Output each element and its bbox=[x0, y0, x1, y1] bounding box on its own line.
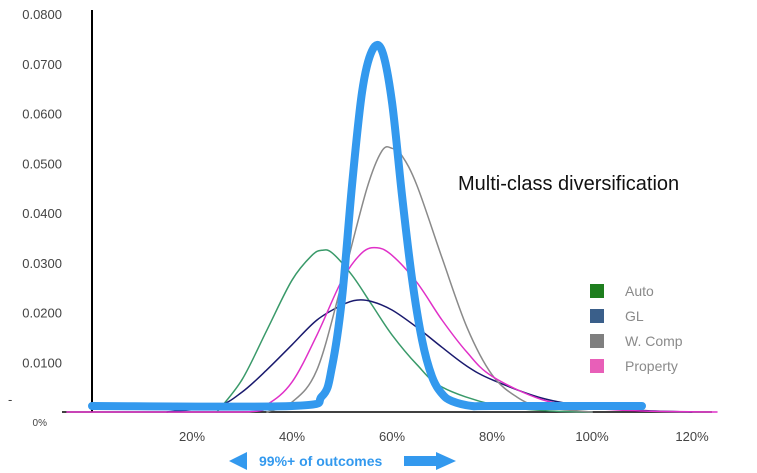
legend-swatch bbox=[590, 334, 604, 348]
outcomes-arrow-left bbox=[229, 452, 247, 470]
y-tick-label: 0.0300 bbox=[22, 256, 62, 271]
legend: Auto GL W. Comp Property bbox=[590, 283, 683, 374]
legend-label: Auto bbox=[625, 283, 654, 299]
outcomes-arrow-right bbox=[404, 452, 456, 470]
x-tick-label: 80% bbox=[479, 429, 505, 444]
x-tick-label: 40% bbox=[279, 429, 305, 444]
legend-swatch bbox=[590, 359, 604, 373]
outcomes-label: 99%+ of outcomes bbox=[259, 453, 383, 469]
series-line-auto bbox=[216, 249, 593, 413]
legend-swatch bbox=[590, 309, 604, 323]
y-tick-label: 0.0200 bbox=[22, 306, 62, 321]
y-tick-label: 0.0100 bbox=[22, 355, 62, 370]
x-tick-label: 100% bbox=[575, 429, 609, 444]
legend-label: GL bbox=[625, 308, 644, 324]
y-tick-labels: 0.0800 0.0700 0.0600 0.0500 0.0400 0.0300 0.02… bbox=[8, 7, 62, 429]
y-tick-label: 0.0400 bbox=[22, 206, 62, 221]
y-tick-label: 0.0500 bbox=[22, 156, 62, 171]
legend-swatch bbox=[590, 284, 604, 298]
series-line-multi-class-diversification bbox=[88, 41, 646, 411]
x-tick-label: 20% bbox=[179, 429, 205, 444]
series-lines bbox=[66, 41, 718, 413]
y-tick-label: 0.0600 bbox=[22, 107, 62, 122]
x-tick-labels: 20% 40% 60% 80% 100% 120% bbox=[179, 429, 709, 444]
series-line-property bbox=[66, 246, 718, 413]
y-tick-label: 0.0700 bbox=[22, 57, 62, 72]
y-tick-label: 0% bbox=[33, 418, 48, 429]
y-tick-label: 0.0800 bbox=[22, 7, 62, 22]
legend-label: W. Comp bbox=[625, 333, 683, 349]
series-line-w-comp bbox=[266, 146, 593, 413]
y-dash-label: - bbox=[8, 392, 12, 407]
x-tick-label: 120% bbox=[675, 429, 709, 444]
x-tick-label: 60% bbox=[379, 429, 405, 444]
series-line-gl bbox=[166, 299, 693, 413]
legend-label: Property bbox=[625, 358, 678, 374]
curve-annotation: Multi-class diversification bbox=[458, 173, 679, 195]
outcomes-annotation: 99%+ of outcomes bbox=[229, 452, 456, 470]
